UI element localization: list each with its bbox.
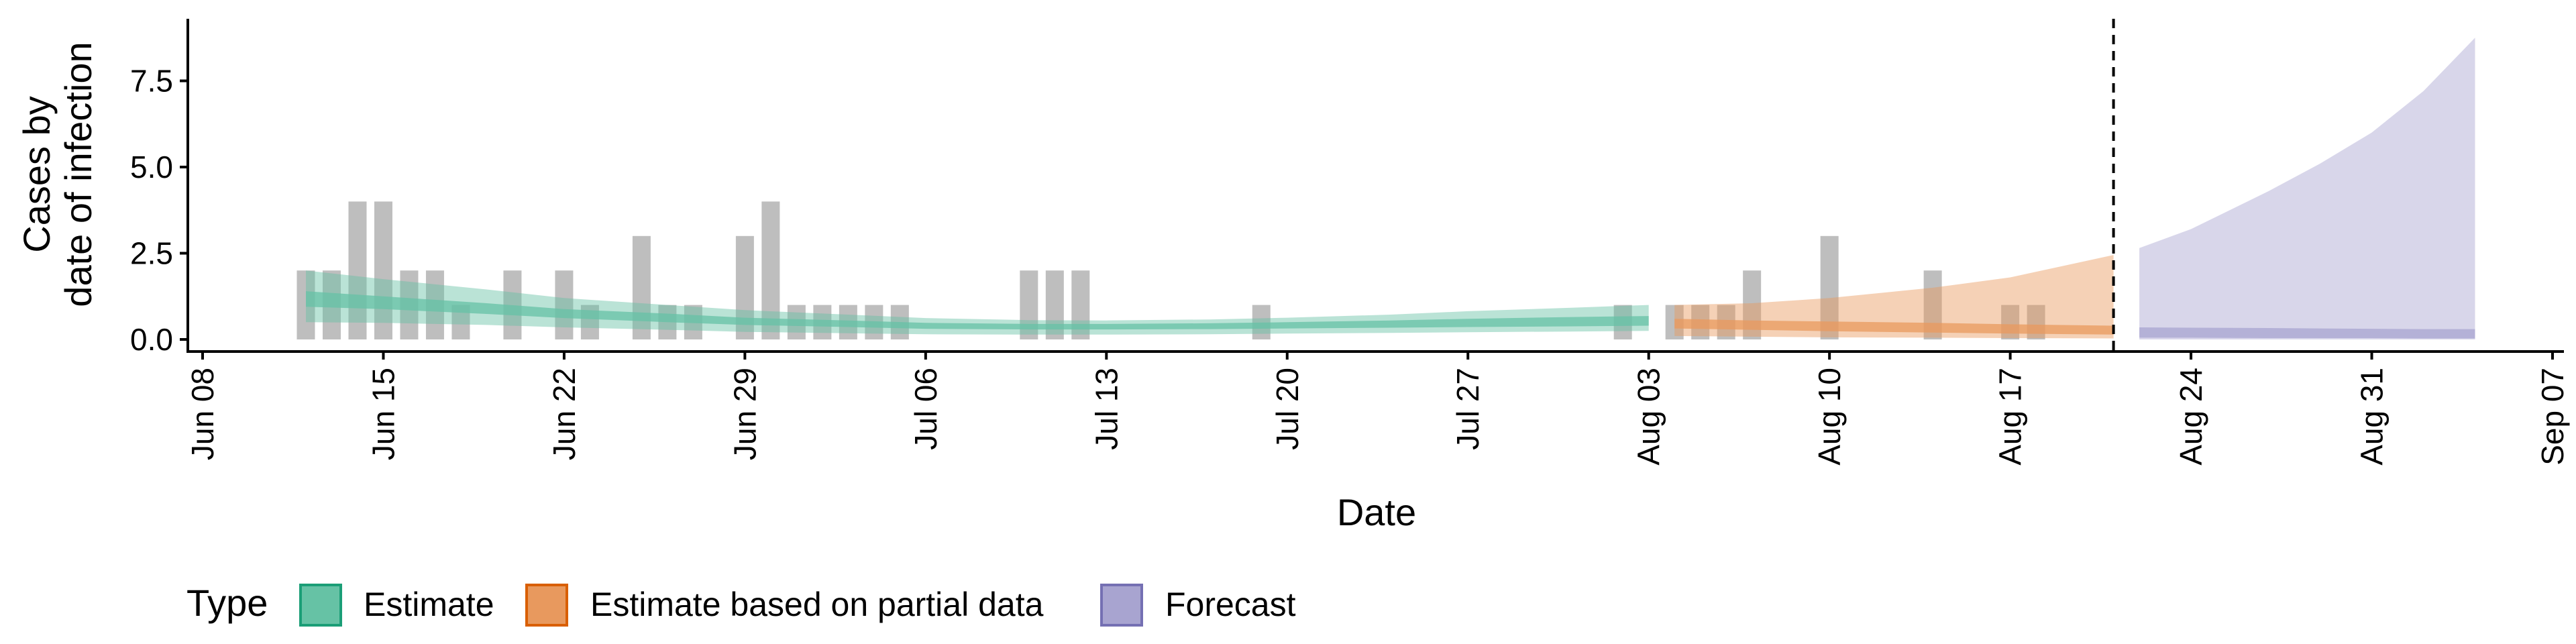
- legend-key-forecast: [1100, 584, 1143, 627]
- x-tick-label: Aug 31: [2355, 368, 2390, 466]
- y-tick-label: 2.5: [130, 236, 173, 271]
- x-tick-label: Sep 07: [2535, 368, 2570, 466]
- x-tick-label: Jun 29: [727, 368, 762, 460]
- x-tick-label: Aug 10: [1812, 368, 1847, 466]
- reported-cases-bar: [632, 235, 651, 340]
- legend-key-partial: [525, 584, 568, 627]
- x-axis-title: Date: [1337, 491, 1416, 533]
- estimate-based-on-partial-data-inner-interval: [1674, 319, 2114, 335]
- y-axis-title-line-2: date of infection: [57, 42, 99, 307]
- x-tick-label: Jul 13: [1089, 368, 1124, 450]
- legend-label-estimate: Estimate: [364, 586, 494, 623]
- estimate-based-on-partial-data-outer-interval: [1674, 255, 2114, 339]
- reported-cases-bar: [2001, 305, 2020, 340]
- x-tick-label: Jun 22: [547, 368, 582, 460]
- reported-cases-bar: [1252, 305, 1271, 340]
- forecast-outer-interval: [2139, 38, 2475, 340]
- y-tick-label: 7.5: [130, 64, 173, 99]
- y-tick-label: 5.0: [130, 150, 173, 184]
- x-tick-label: Jun 08: [185, 368, 220, 460]
- y-axis-title-line-1: Cases by: [15, 96, 58, 252]
- legend-key-estimate: [299, 584, 342, 627]
- legend-label-forecast: Forecast: [1165, 586, 1296, 623]
- x-tick-label: Jul 27: [1450, 368, 1485, 450]
- x-tick-label: Aug 03: [1631, 368, 1666, 466]
- estimate-inner-interval: [306, 291, 1649, 330]
- x-tick-label: Aug 17: [1993, 368, 2028, 466]
- reported-cases-bar: [555, 270, 574, 340]
- forecast-inner-interval: [2139, 327, 2475, 339]
- reported-cases-bar: [348, 201, 367, 340]
- legend-title: Type: [186, 582, 268, 624]
- x-tick-label: Aug 24: [2174, 368, 2208, 466]
- legend: Type Estimate Estimate based on partial …: [186, 582, 1296, 627]
- legend-label-partial: Estimate based on partial data: [590, 586, 1044, 623]
- y-tick-label: 0.0: [130, 322, 173, 357]
- x-tick-label: Jul 06: [908, 368, 943, 450]
- reported-cases-bar: [761, 201, 780, 340]
- x-tick-label: Jun 15: [366, 368, 400, 460]
- reported-cases-bar: [374, 201, 392, 340]
- x-tick-label: Jul 20: [1270, 368, 1305, 450]
